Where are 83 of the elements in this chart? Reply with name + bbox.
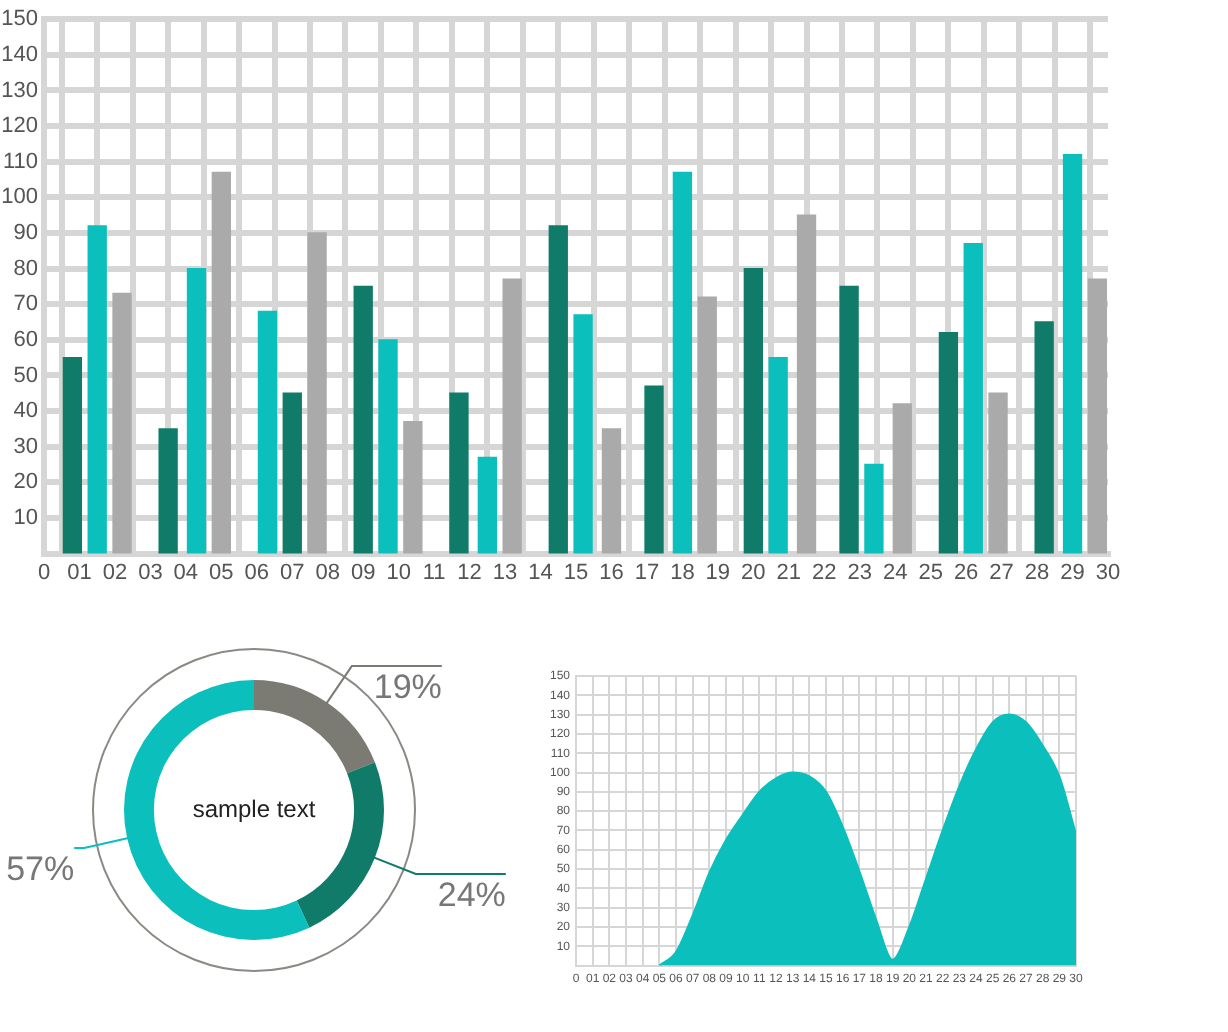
bar [768, 356, 788, 554]
x-tick-label: 10 [386, 560, 411, 585]
bar [1034, 321, 1054, 554]
x-tick-label: 18 [670, 560, 695, 585]
bar [378, 339, 398, 554]
y-tick-label: 40 [13, 399, 38, 424]
bar [403, 421, 423, 554]
bar [672, 171, 693, 554]
x-tick-label: 0 [37, 560, 51, 585]
y-tick-label: 50 [13, 363, 38, 388]
x-tick-label: 20 [741, 560, 766, 585]
x-tick-label: 16 [599, 560, 624, 585]
y-tick-label: 110 [2, 149, 38, 174]
y-tick-label: 30 [13, 434, 38, 459]
x-tick-label: 12 [457, 560, 482, 585]
bar [449, 392, 469, 554]
x-tick-label: 21 [776, 560, 802, 585]
bar [963, 242, 983, 554]
x-tick-label: 29 [1060, 560, 1085, 585]
y-tick-label: 130 [1, 78, 38, 103]
x-tick-label: 15 [563, 560, 589, 585]
y-tick-label: 80 [13, 256, 38, 281]
x-tick-label: 09 [350, 560, 376, 585]
bar [62, 356, 83, 554]
bar [892, 403, 912, 554]
x-tick-label: 01 [67, 560, 92, 585]
bar [87, 225, 107, 554]
bar [601, 428, 622, 554]
x-tick-label: 03 [138, 560, 163, 585]
x-tick-label: 06 [244, 560, 270, 585]
bar [1087, 278, 1108, 554]
bar [1062, 153, 1083, 554]
x-tick-label: 17 [634, 560, 660, 585]
x-tick-label: 22 [812, 560, 837, 585]
text: sample text [192, 794, 317, 823]
x-tick-label: 27 [989, 560, 1014, 585]
bar [839, 285, 859, 554]
bar [353, 285, 373, 554]
bar [548, 225, 568, 554]
bar [864, 463, 884, 554]
y-tick-label: 120 [1, 114, 38, 139]
bar [644, 385, 664, 554]
bar [282, 392, 302, 554]
bar [211, 171, 231, 554]
bar [186, 267, 207, 554]
x-tick-label: 13 [492, 560, 518, 585]
bar [257, 310, 278, 554]
bar [938, 332, 959, 554]
x-tick-label: 05 [209, 560, 234, 585]
x-tick-label: 25 [918, 560, 943, 585]
y-tick-label: 10 [13, 506, 38, 531]
x-tick-label: 24 [882, 560, 908, 585]
x-tick-label: 07 [280, 560, 305, 585]
bar [158, 428, 178, 554]
y-tick-label: 100 [1, 185, 38, 210]
bar [307, 232, 327, 554]
x-tick-label: 30 [1095, 560, 1121, 585]
y-tick-label: 90 [13, 221, 38, 246]
data-label: 19% [373, 668, 442, 707]
y-tick-label: 20 [13, 470, 38, 495]
x-tick-label: 19 [705, 560, 731, 585]
bar [573, 314, 593, 554]
data-label: 24% [437, 876, 506, 915]
bar [743, 267, 763, 554]
x-tick-label: 04 [173, 560, 199, 585]
x-tick-label: 11 [422, 560, 446, 585]
bar [112, 292, 132, 554]
bar [697, 296, 717, 554]
y-tick-label: 150 [1, 7, 38, 32]
y-tick-label: 140 [1, 42, 38, 67]
x-tick-label: 26 [953, 560, 979, 585]
x-tick-label: 23 [847, 560, 872, 585]
x-tick-label: 28 [1024, 560, 1050, 585]
data-label: 57% [6, 850, 75, 889]
bar [502, 278, 522, 554]
bar [477, 456, 497, 554]
bar [988, 392, 1008, 554]
y-tick-label: 60 [13, 327, 38, 352]
x-tick-label: 08 [315, 560, 340, 585]
x-tick-label: 02 [102, 560, 128, 585]
x-tick-label: 14 [528, 560, 553, 585]
bar [796, 214, 817, 554]
y-tick-label: 70 [13, 292, 38, 317]
